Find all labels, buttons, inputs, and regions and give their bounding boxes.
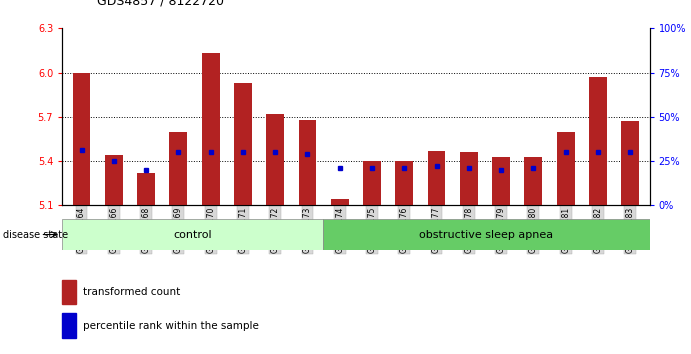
Bar (299, 120, 316, 205)
Bar (234, 83, 252, 205)
Bar (557, 132, 574, 205)
Bar (492, 156, 510, 205)
Text: GDS4857 / 8122720: GDS4857 / 8122720 (97, 0, 224, 7)
Bar (323, 219, 650, 250)
Text: percentile rank within the sample: percentile rank within the sample (83, 321, 259, 331)
Bar (105, 155, 123, 205)
Bar (589, 77, 607, 205)
Text: transformed count: transformed count (83, 287, 180, 297)
Bar (395, 161, 413, 205)
Bar (621, 121, 639, 205)
Bar (138, 173, 155, 205)
Bar (62, 280, 76, 304)
Bar (428, 151, 446, 205)
Bar (363, 161, 381, 205)
Bar (266, 114, 284, 205)
Bar (202, 53, 220, 205)
Bar (169, 132, 187, 205)
Bar (331, 199, 348, 205)
Bar (62, 219, 323, 250)
Bar (524, 156, 542, 205)
Text: control: control (173, 229, 212, 240)
Bar (62, 313, 76, 338)
Bar (73, 73, 91, 205)
Bar (460, 152, 477, 205)
Text: obstructive sleep apnea: obstructive sleep apnea (419, 229, 553, 240)
Text: disease state: disease state (3, 229, 68, 240)
